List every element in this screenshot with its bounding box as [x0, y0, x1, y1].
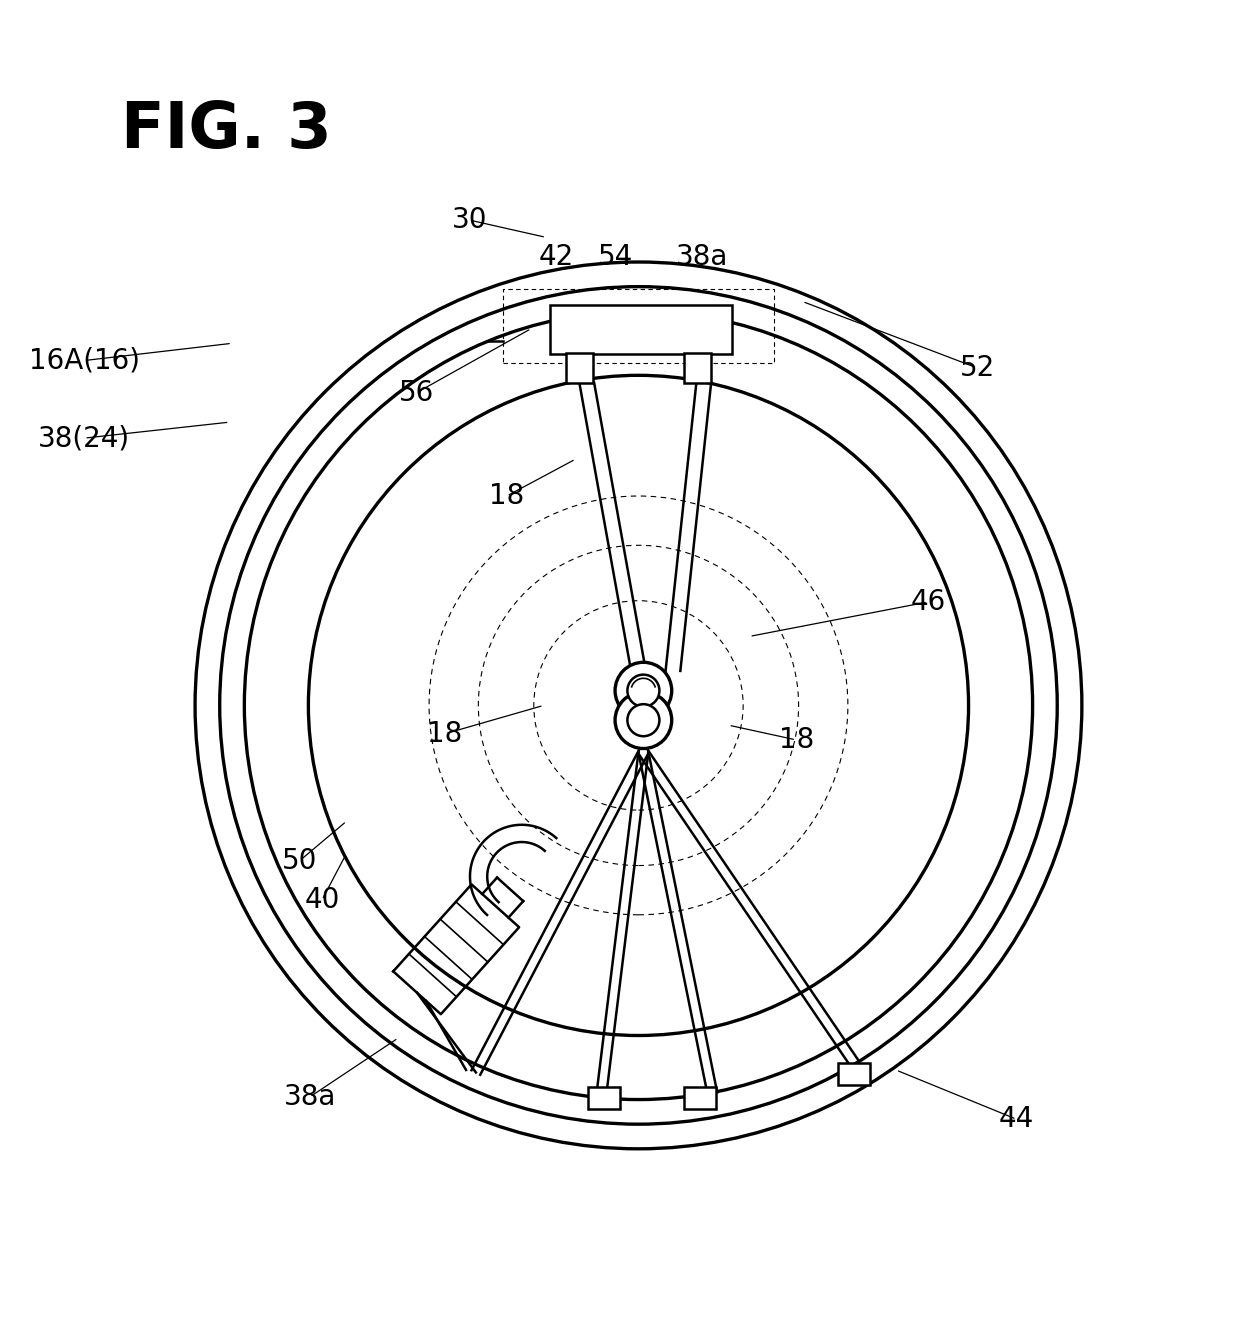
Circle shape — [615, 691, 672, 749]
Bar — [588, 1087, 620, 1110]
Text: 30: 30 — [453, 206, 487, 234]
Text: 56: 56 — [399, 378, 434, 406]
Bar — [565, 353, 593, 382]
Text: 18: 18 — [489, 482, 525, 510]
Circle shape — [627, 674, 660, 707]
Text: 38a: 38a — [676, 242, 729, 272]
Text: 42: 42 — [538, 242, 574, 272]
Text: 18: 18 — [779, 726, 813, 754]
Text: 18: 18 — [428, 719, 463, 747]
Text: 38(24): 38(24) — [38, 424, 130, 452]
Circle shape — [627, 705, 660, 737]
Bar — [838, 1063, 870, 1084]
Text: 46: 46 — [910, 587, 946, 615]
Text: 50: 50 — [281, 847, 317, 875]
Text: 38a: 38a — [284, 1083, 336, 1111]
Circle shape — [615, 662, 672, 719]
Bar — [684, 353, 712, 382]
Text: 44: 44 — [999, 1106, 1034, 1134]
Text: 16A(16): 16A(16) — [29, 346, 140, 374]
Text: 40: 40 — [304, 886, 340, 914]
Bar — [549, 305, 732, 354]
Text: 52: 52 — [960, 354, 994, 382]
Text: FIG. 3: FIG. 3 — [122, 100, 332, 161]
Bar — [503, 289, 774, 364]
Text: 54: 54 — [598, 242, 632, 272]
Bar — [684, 1087, 715, 1110]
